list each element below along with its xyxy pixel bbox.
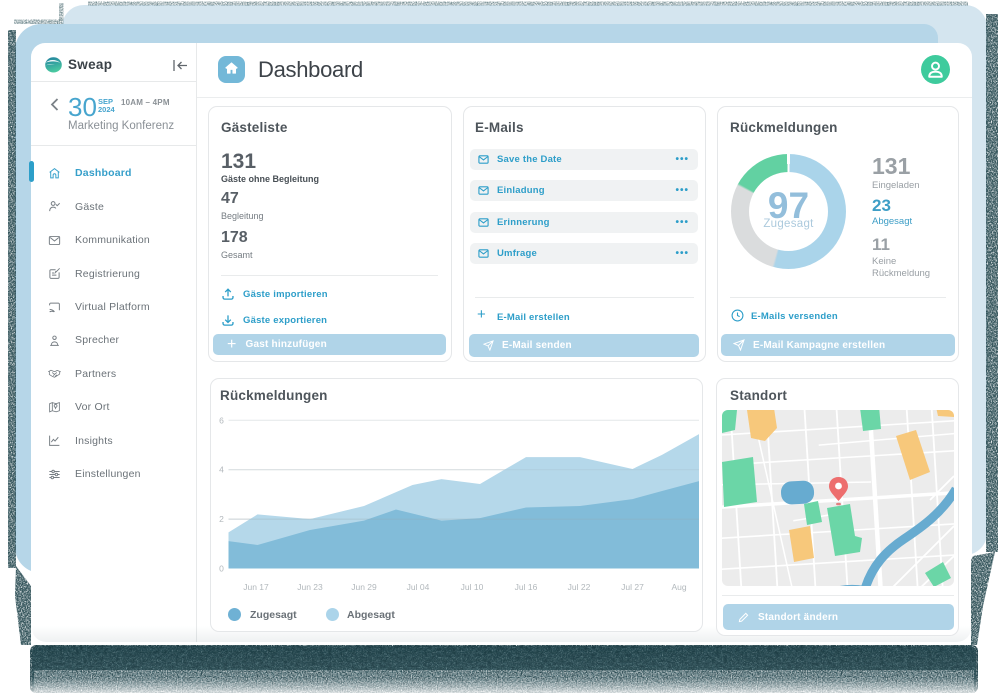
svg-text:Jun 29: Jun 29 bbox=[351, 582, 377, 592]
svg-text:Jul 27: Jul 27 bbox=[621, 582, 644, 592]
svg-text:Jun 17: Jun 17 bbox=[243, 582, 269, 592]
svg-text:Jul 04: Jul 04 bbox=[407, 582, 430, 592]
svg-text:Jun 23: Jun 23 bbox=[297, 582, 323, 592]
svg-text:0: 0 bbox=[219, 564, 224, 574]
svg-text:4: 4 bbox=[219, 465, 224, 475]
svg-text:2: 2 bbox=[219, 514, 224, 524]
svg-text:6: 6 bbox=[219, 415, 224, 425]
svg-text:Jul 22: Jul 22 bbox=[568, 582, 591, 592]
svg-text:Aug: Aug bbox=[671, 582, 686, 592]
svg-text:Jul 16: Jul 16 bbox=[515, 582, 538, 592]
svg-text:Jul 10: Jul 10 bbox=[461, 582, 484, 592]
